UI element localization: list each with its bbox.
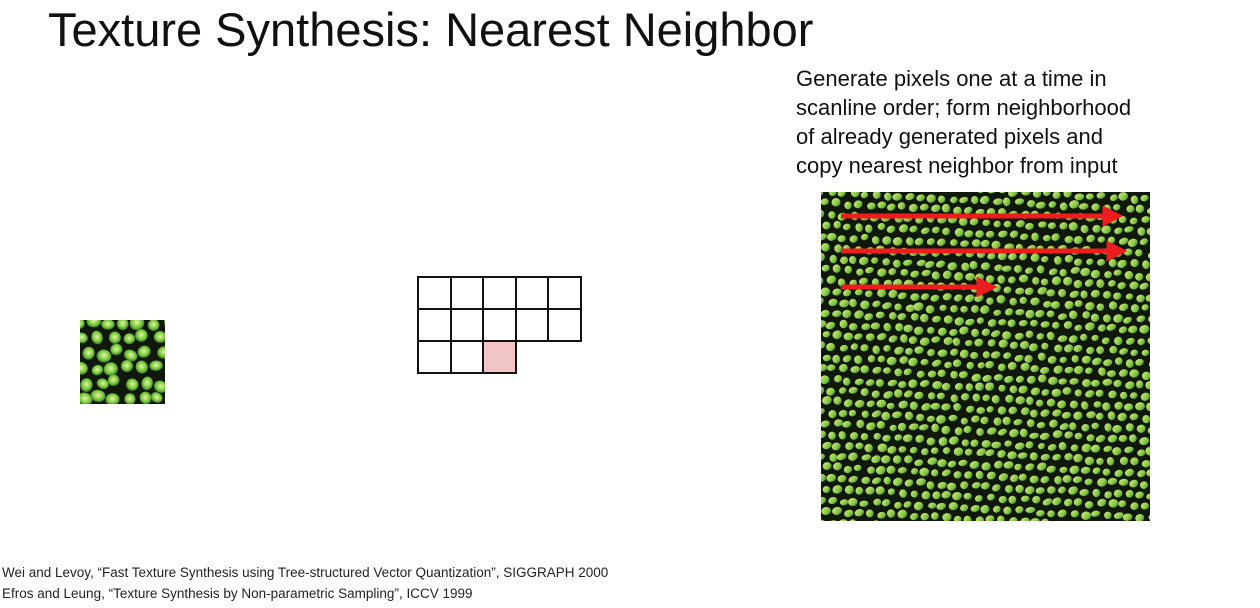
citations: Wei and Levoy, “Fast Texture Synthesis u…: [2, 562, 608, 604]
generated-pixel-cell: [417, 308, 452, 342]
output-texture-image: [821, 192, 1150, 521]
description-line-2: scanline order; form neighborhood: [796, 95, 1132, 120]
input-texture-image: [80, 320, 165, 404]
scan-arrows: [841, 205, 1128, 298]
generated-pixel-cell: [547, 276, 582, 310]
citation-wei-levoy: Wei and Levoy, “Fast Texture Synthesis u…: [2, 565, 609, 580]
generated-pixel-cell: [514, 276, 550, 310]
current-pixel-cell: [482, 340, 517, 374]
generated-pixel-cell: [482, 308, 517, 342]
generated-pixel-cell: [514, 308, 550, 342]
generated-pixel-cell: [482, 276, 517, 310]
citation-efros-leung: Efros and Leung, “Texture Synthesis by N…: [2, 586, 473, 601]
generated-pixel-cell: [449, 340, 485, 374]
generated-pixel-cell: [417, 276, 452, 310]
generated-pixel-cell: [449, 276, 485, 310]
generated-pixel-cell: [449, 308, 485, 342]
description-line-1: Generate pixels one at a time in: [796, 66, 1107, 91]
slide-title: Texture Synthesis: Nearest Neighbor: [48, 3, 814, 56]
description-line-3: of already generated pixels and: [796, 124, 1103, 149]
neighborhood-grid: [417, 276, 593, 382]
method-description: Generate pixels one at a time in scanlin…: [796, 64, 1216, 180]
description-line-4: copy nearest neighbor from input: [796, 153, 1118, 178]
generated-pixel-cell: [417, 340, 452, 374]
generated-pixel-cell: [547, 308, 582, 342]
